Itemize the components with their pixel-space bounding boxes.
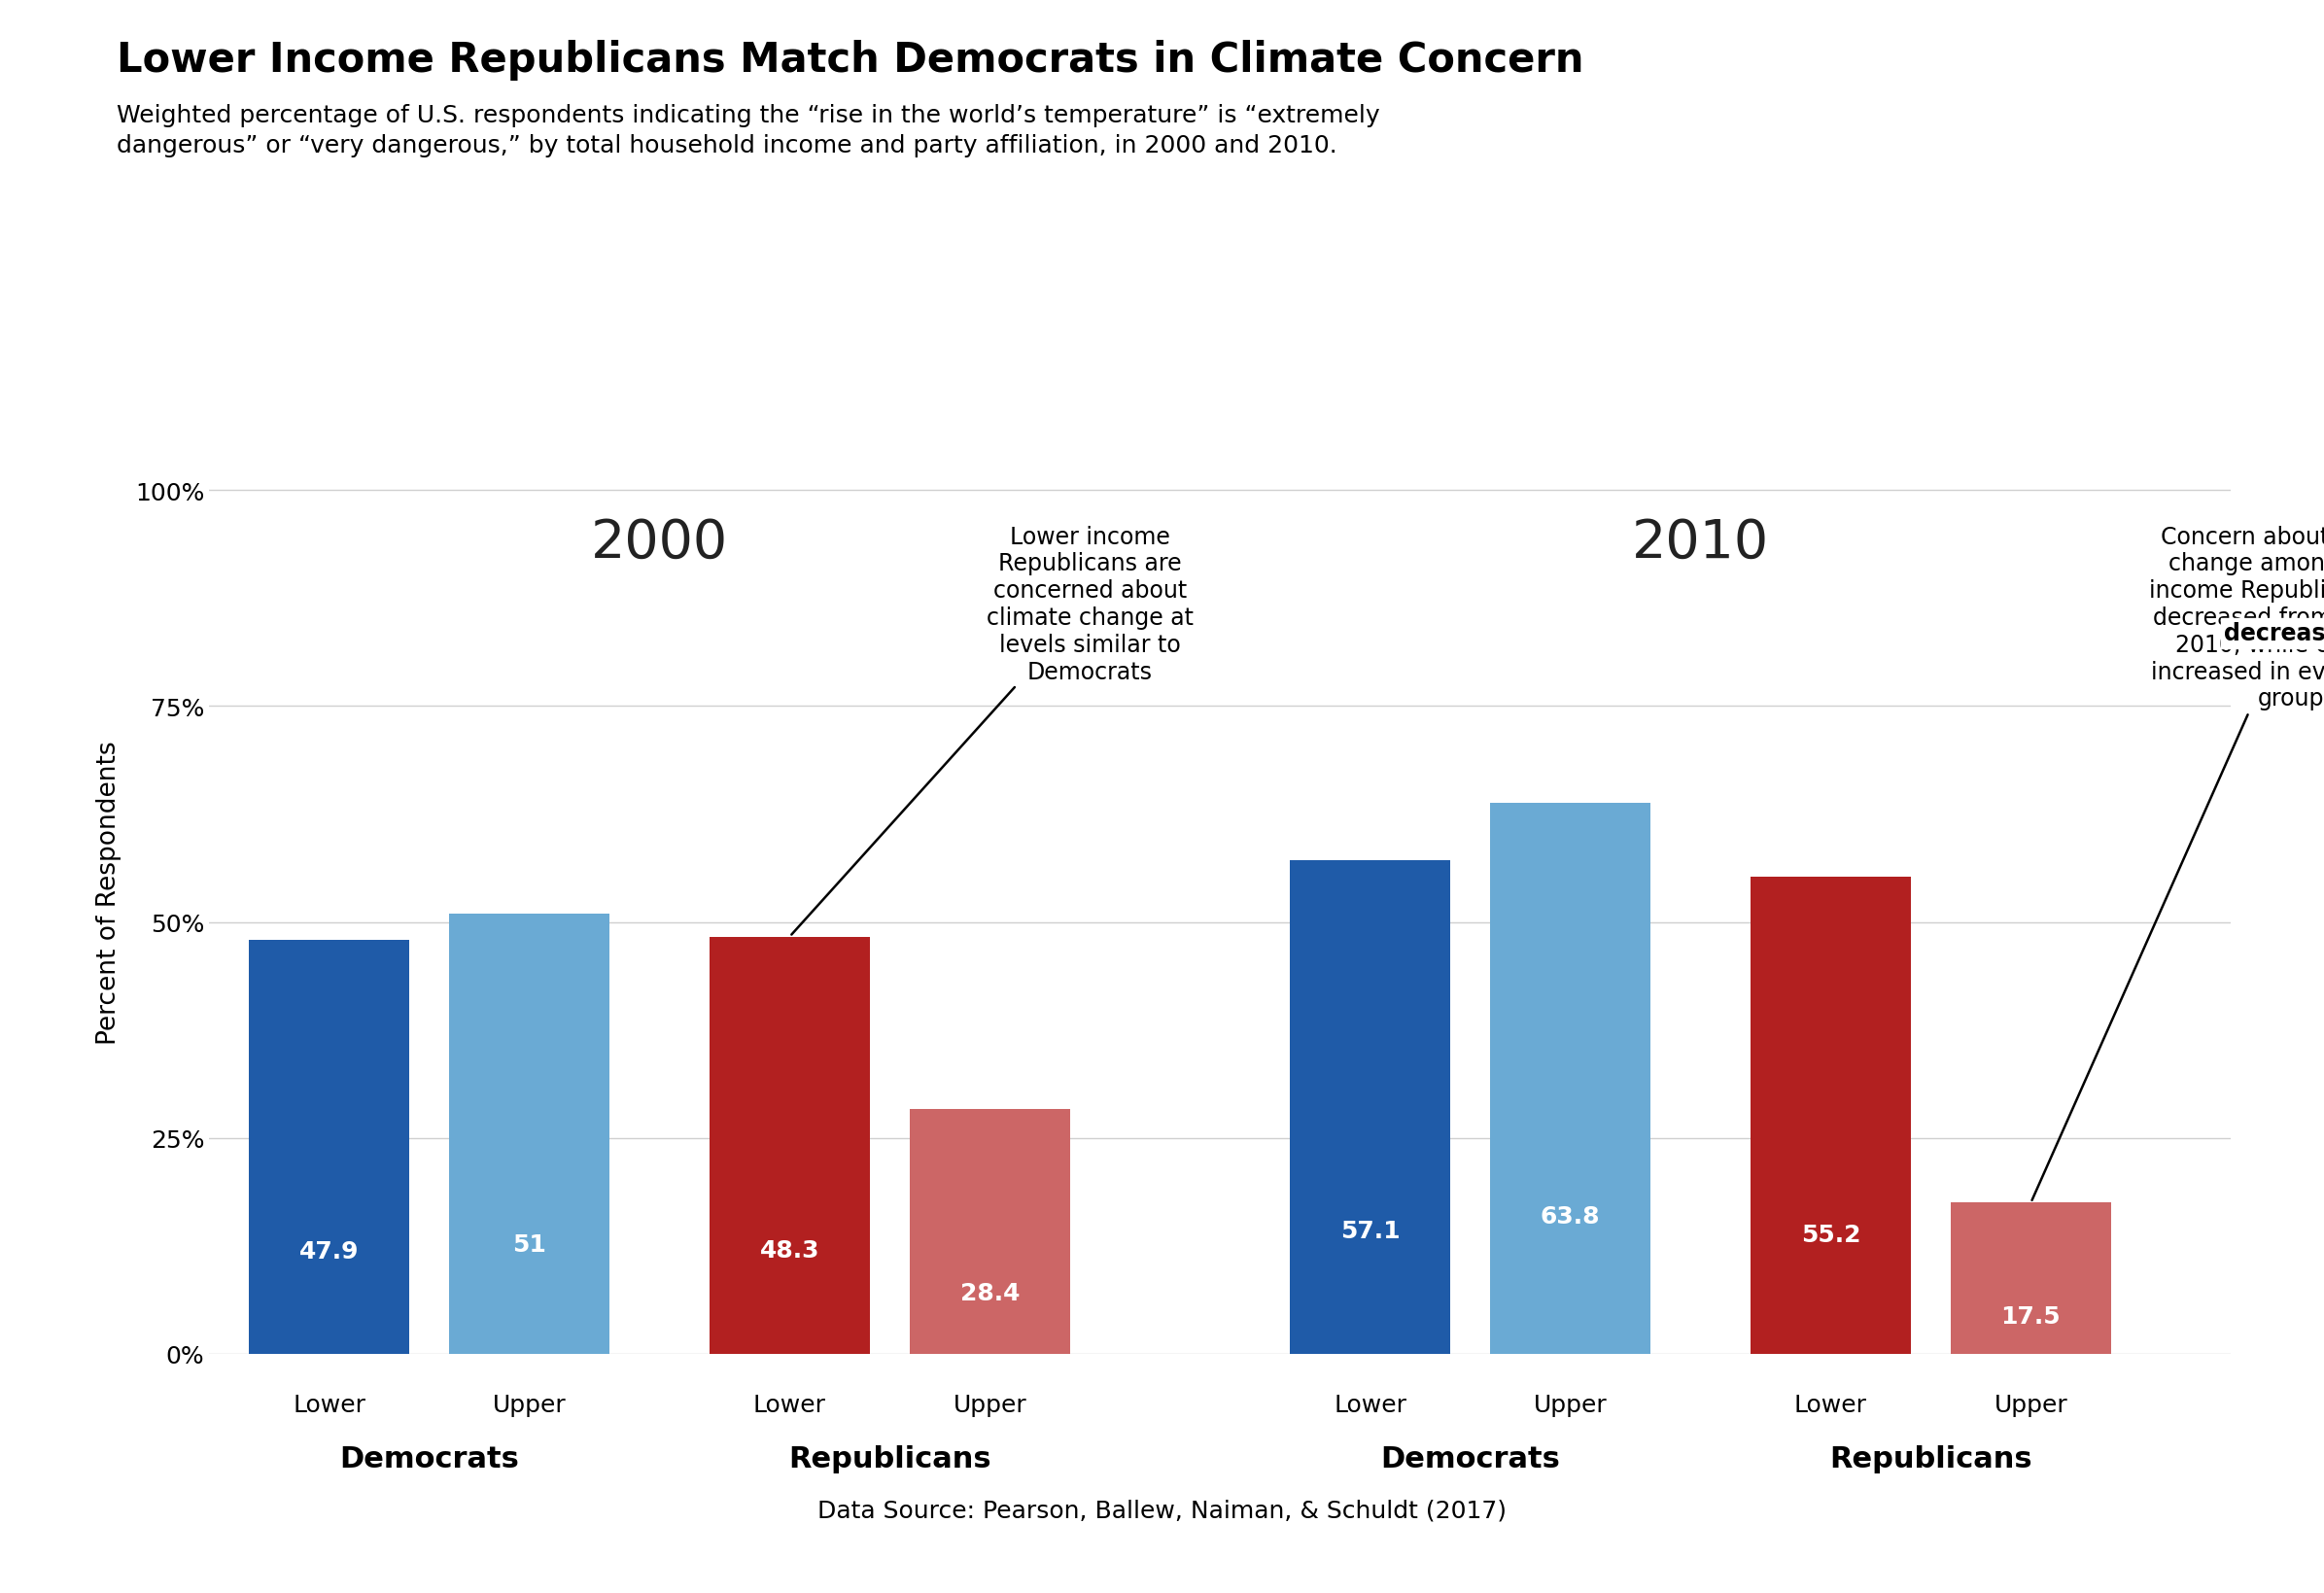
Bar bbox=[1290, 860, 1450, 1354]
Text: 48.3: 48.3 bbox=[760, 1238, 820, 1262]
Text: Democrats: Democrats bbox=[1380, 1445, 1559, 1474]
Text: 28.4: 28.4 bbox=[960, 1281, 1020, 1305]
Bar bbox=[1490, 803, 1650, 1354]
Text: Upper: Upper bbox=[493, 1392, 567, 1416]
Text: Lower: Lower bbox=[753, 1392, 825, 1416]
Text: 47.9: 47.9 bbox=[300, 1239, 360, 1262]
Text: Lower Income Republicans Match Democrats in Climate Concern: Lower Income Republicans Match Democrats… bbox=[116, 40, 1583, 81]
Text: Upper: Upper bbox=[1994, 1392, 2068, 1416]
Text: Lower: Lower bbox=[1334, 1392, 1406, 1416]
Text: Upper: Upper bbox=[953, 1392, 1027, 1416]
Text: Lower: Lower bbox=[293, 1392, 365, 1416]
Text: Lower: Lower bbox=[1794, 1392, 1866, 1416]
Bar bbox=[249, 940, 409, 1354]
Y-axis label: Percent of Respondents: Percent of Respondents bbox=[95, 741, 121, 1043]
Text: Democrats: Democrats bbox=[339, 1445, 518, 1474]
Bar bbox=[709, 937, 869, 1354]
Text: Data Source: Pearson, Ballew, Naiman, & Schuldt (2017): Data Source: Pearson, Ballew, Naiman, & … bbox=[818, 1497, 1506, 1521]
Bar bbox=[1950, 1203, 2110, 1354]
Text: Republicans: Republicans bbox=[1829, 1445, 2031, 1474]
Text: 2000: 2000 bbox=[590, 516, 727, 569]
Text: Republicans: Republicans bbox=[788, 1445, 990, 1474]
Text: 57.1: 57.1 bbox=[1341, 1219, 1399, 1243]
Text: Lower income
Republicans are
concerned about
climate change at
levels similar to: Lower income Republicans are concerned a… bbox=[792, 526, 1195, 935]
Text: 63.8: 63.8 bbox=[1541, 1204, 1601, 1228]
Bar bbox=[449, 914, 609, 1354]
Text: Upper: Upper bbox=[1534, 1392, 1608, 1416]
Bar bbox=[909, 1109, 1069, 1354]
Text: Concern about climate
change among upper
income Republicans also
decreased from : Concern about climate change among upper… bbox=[2031, 526, 2324, 1201]
Text: 55.2: 55.2 bbox=[1801, 1223, 1862, 1247]
Text: decreased: decreased bbox=[2224, 621, 2324, 645]
Text: 2010: 2010 bbox=[1631, 516, 1769, 569]
Text: Weighted percentage of U.S. respondents indicating the “rise in the world’s temp: Weighted percentage of U.S. respondents … bbox=[116, 104, 1380, 158]
Text: 51: 51 bbox=[514, 1233, 546, 1255]
Bar bbox=[1750, 878, 1910, 1354]
Text: 17.5: 17.5 bbox=[2001, 1305, 2061, 1329]
